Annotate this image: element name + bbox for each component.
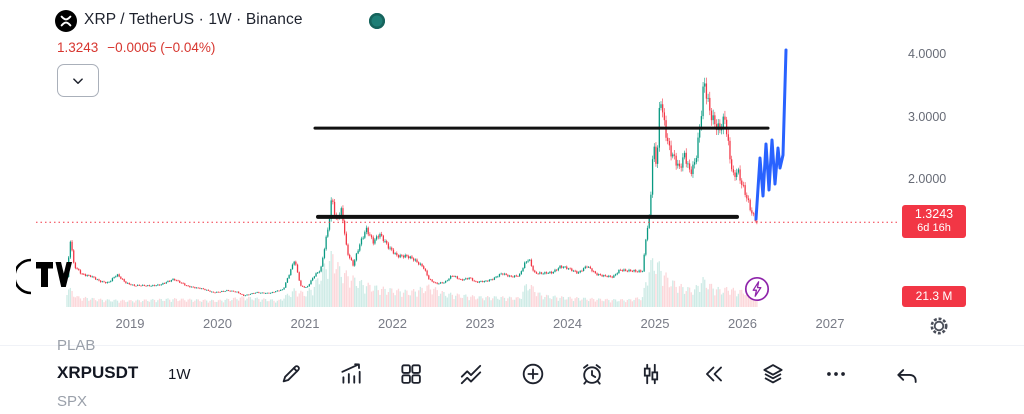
time-axis-label: 2025 <box>640 316 670 331</box>
interval-label[interactable]: 1W <box>168 366 191 383</box>
watchlist-item-plab[interactable]: PLAB <box>57 337 96 354</box>
last-price: 1.3243 <box>57 40 99 55</box>
undo-icon[interactable] <box>894 363 920 389</box>
price-tick-label: 3.0000 <box>908 109 947 124</box>
volume-badge: 21.3 M <box>902 286 966 307</box>
price-change: −0.0005 (−0.04%) <box>107 40 216 55</box>
time-axis-label: 2021 <box>290 316 320 331</box>
gear-icon <box>930 317 948 335</box>
collapse-symbol-info-button[interactable] <box>57 64 99 97</box>
time-axis-label: 2023 <box>465 316 495 331</box>
current-price-badge: 1.3243 6d 16h <box>902 205 966 239</box>
price-tick-label: 4.0000 <box>908 47 947 61</box>
price-scale-settings-button[interactable] <box>928 315 950 337</box>
badge-countdown: 6d 16h <box>917 222 951 235</box>
watchlist-item-spx[interactable]: SPX <box>57 393 88 410</box>
time-axis-label: 2019 <box>115 316 145 331</box>
alert-clock-icon[interactable] <box>579 361 605 387</box>
time-axis-label: 2026 <box>728 316 757 331</box>
candlesticks <box>66 77 758 297</box>
time-axis-label: 2024 <box>553 316 582 331</box>
time-axis-label: 2027 <box>815 316 845 331</box>
xrp-logo-icon <box>55 10 77 32</box>
status-dot <box>369 13 385 29</box>
lightning-icon <box>744 276 770 302</box>
chevron-down-icon <box>73 77 83 84</box>
price-row: 1.3243 −0.0005 (−0.04%) <box>57 40 215 55</box>
add-icon[interactable] <box>520 361 546 387</box>
price-tick-label: 2.0000 <box>908 172 947 186</box>
replay-rewind-icon[interactable] <box>701 361 727 387</box>
drawings-overlay[interactable] <box>36 48 898 223</box>
watchlist-item-xrpusdt[interactable]: XRPUSDT <box>57 363 139 382</box>
time-axis-label: 2020 <box>203 316 232 331</box>
layout-grid-icon[interactable] <box>398 361 424 387</box>
more-icon[interactable] <box>823 361 849 387</box>
tradingview-logo[interactable] <box>16 256 76 298</box>
badge-price: 1.3243 <box>914 207 954 222</box>
symbol-title[interactable]: XRP / TetherUS · 1W · Binance <box>84 11 303 28</box>
indicators-icon[interactable] <box>338 361 364 387</box>
layers-icon[interactable] <box>760 361 786 387</box>
candles-icon[interactable] <box>638 361 664 387</box>
volume-bars <box>66 251 758 307</box>
time-axis-label: 2022 <box>378 316 407 331</box>
drawing-tools-icon[interactable] <box>278 361 304 387</box>
toolbar-divider <box>0 345 1024 346</box>
instant-order-button[interactable] <box>744 276 770 302</box>
waves-icon[interactable] <box>458 361 484 387</box>
